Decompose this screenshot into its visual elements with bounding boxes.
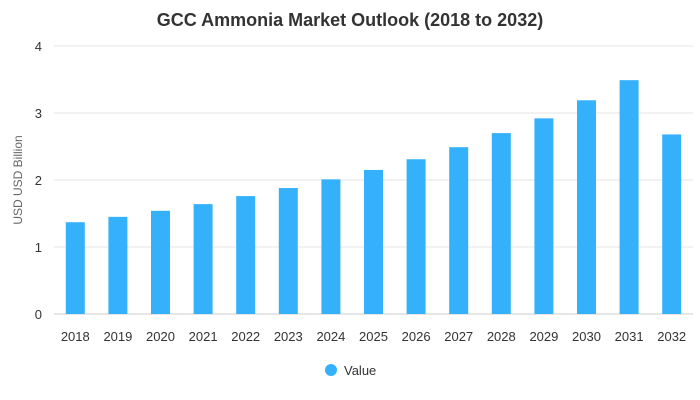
- bar-2023[interactable]: [278, 188, 298, 314]
- x-tick-label: 2019: [103, 329, 132, 344]
- x-tick-label: 2027: [444, 329, 473, 344]
- bar-2027[interactable]: [449, 147, 469, 314]
- bar-2026[interactable]: [406, 159, 426, 314]
- x-tick-label: 2031: [615, 329, 644, 344]
- y-axis-label: USD USD Billion: [11, 135, 25, 224]
- bars: [65, 80, 682, 315]
- x-tick-label: 2018: [61, 329, 90, 344]
- y-tick-label: 0: [35, 307, 42, 322]
- x-tick-label: 2028: [487, 329, 516, 344]
- bar-2025[interactable]: [364, 169, 383, 314]
- x-tick-label: 2032: [657, 329, 686, 344]
- legend[interactable]: Value: [325, 363, 376, 378]
- bar-2032[interactable]: [662, 134, 682, 314]
- x-axis-ticks: 2018 2019 2020 2021 2022 2023 2024 2025 2026 2027…: [61, 329, 686, 344]
- y-tick-label: 3: [35, 106, 42, 121]
- x-tick-label: 2025: [359, 329, 388, 344]
- y-tick-label: 4: [35, 39, 42, 54]
- bar-2020[interactable]: [151, 210, 170, 314]
- x-tick-label: 2020: [146, 329, 175, 344]
- x-tick-label: 2022: [231, 329, 260, 344]
- bar-2024[interactable]: [321, 179, 341, 314]
- chart-title: GCC Ammonia Market Outlook (2018 to 2032…: [157, 10, 543, 30]
- legend-label-value: Value: [344, 363, 376, 378]
- bar-2029[interactable]: [534, 118, 554, 314]
- x-tick-label: 2030: [572, 329, 601, 344]
- bar-2031[interactable]: [619, 80, 639, 314]
- bar-2019[interactable]: [108, 216, 128, 314]
- bar-2021[interactable]: [193, 204, 213, 314]
- bar-2018[interactable]: [65, 222, 85, 314]
- bar-2022[interactable]: [236, 196, 256, 314]
- x-tick-label: 2021: [189, 329, 218, 344]
- bar-2030[interactable]: [577, 100, 596, 315]
- bar-2028[interactable]: [491, 133, 511, 314]
- x-tick-label: 2029: [529, 329, 558, 344]
- legend-marker-value: [325, 364, 337, 376]
- y-tick-label: 1: [35, 240, 42, 255]
- x-tick-label: 2024: [316, 329, 345, 344]
- y-tick-label: 2: [35, 173, 42, 188]
- x-tick-label: 2023: [274, 329, 303, 344]
- x-tick-label: 2026: [402, 329, 431, 344]
- y-axis-ticks: 0 1 2 3 4: [35, 39, 42, 322]
